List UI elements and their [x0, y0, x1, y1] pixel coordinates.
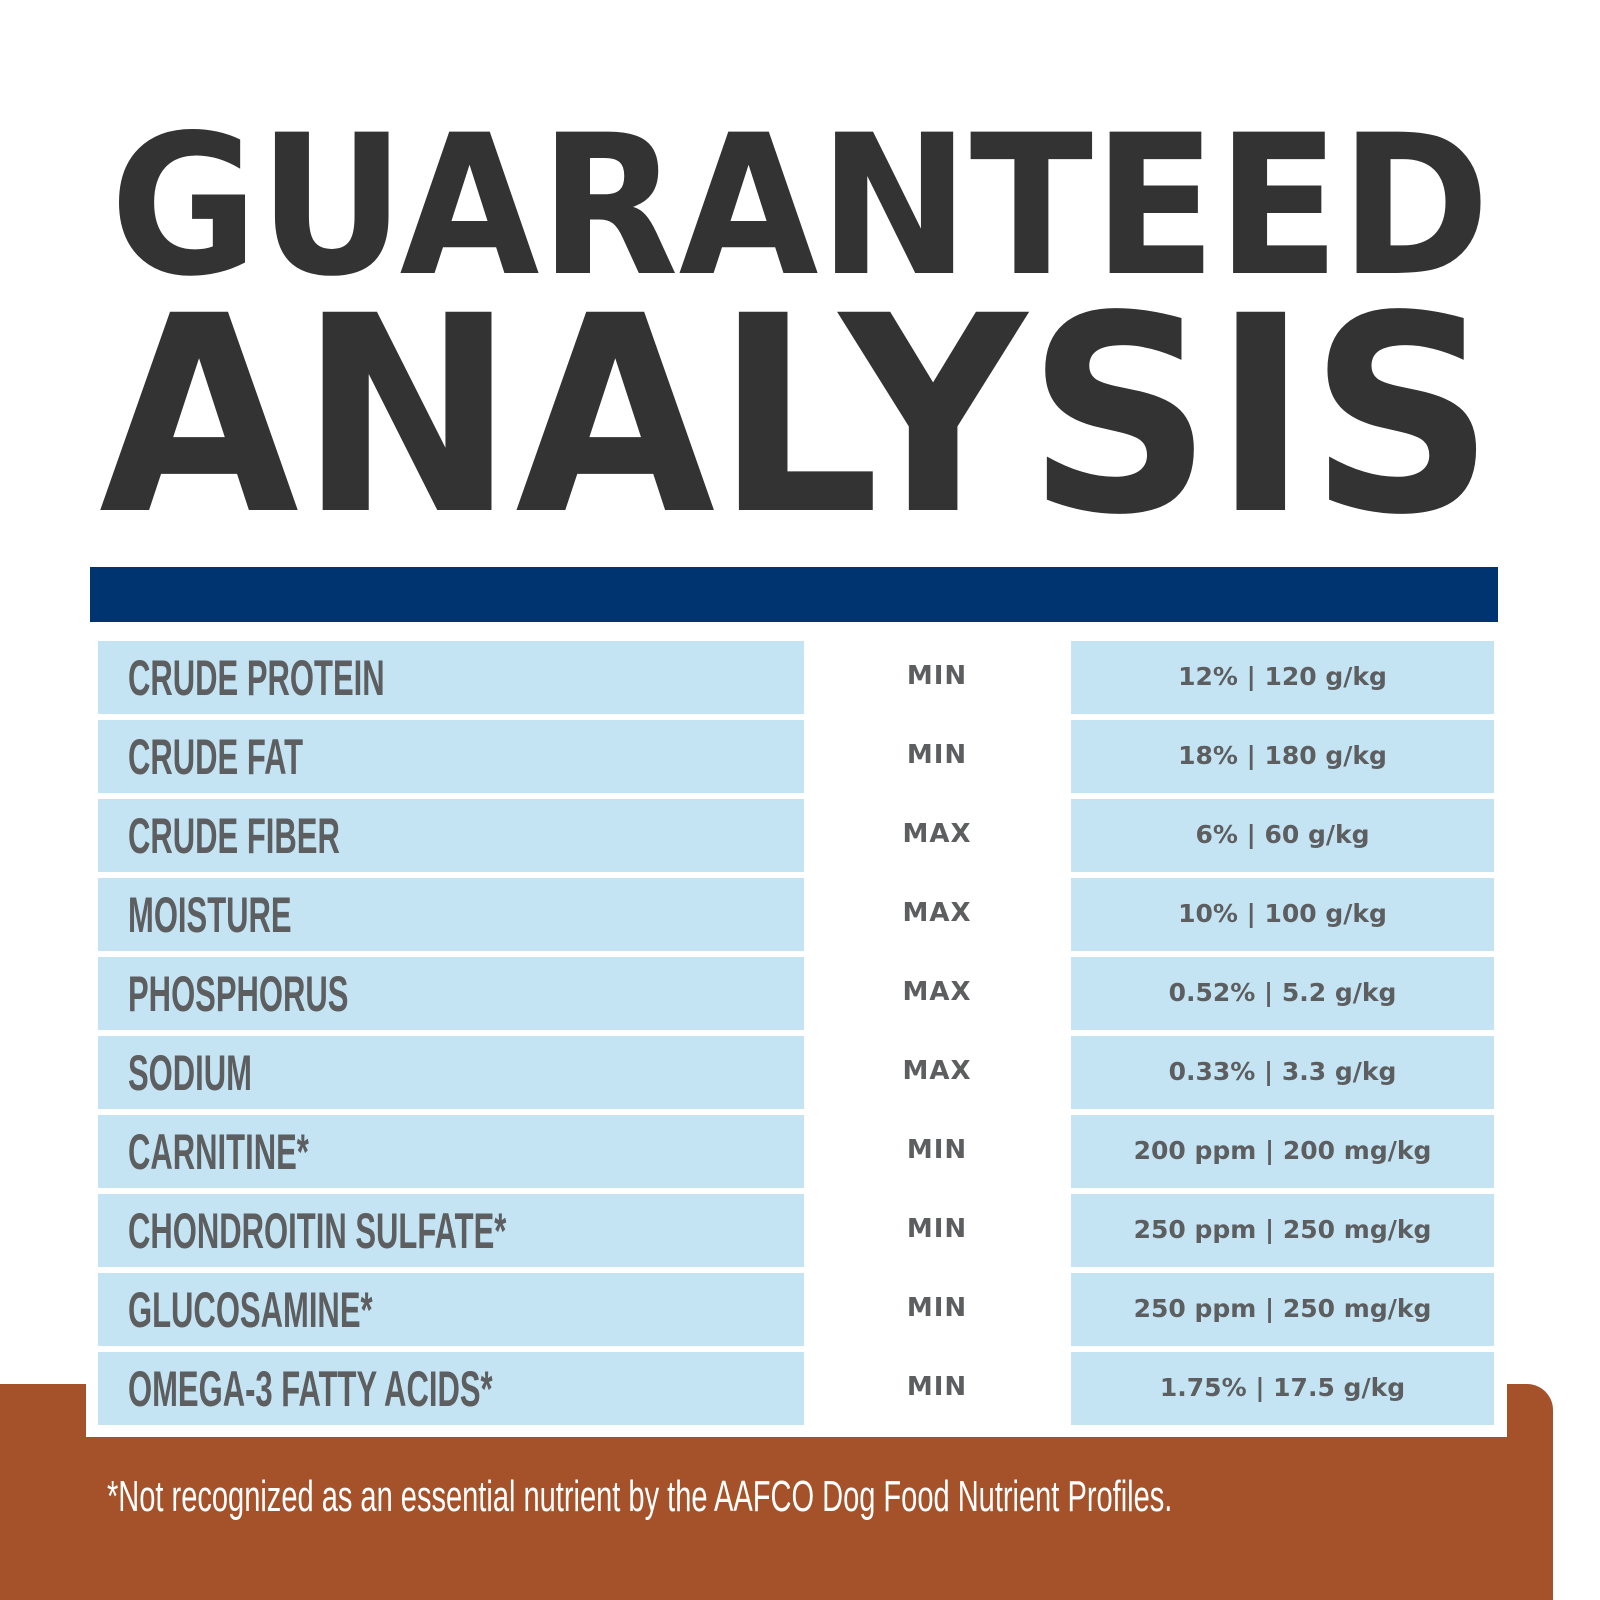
table-row: MOISTURE MAX 10% | 100 g/kg — [0, 878, 1600, 951]
nutrient-label: CRUDE PROTEIN — [128, 650, 385, 706]
nutrient-label: SODIUM — [128, 1045, 252, 1101]
nutrient-cell: MOISTURE — [98, 878, 804, 951]
nutrient-cell: CRUDE FAT — [98, 720, 804, 793]
table-row: SODIUM MAX 0.33% | 3.3 g/kg — [0, 1036, 1600, 1109]
table-row: CARNITINE* MIN 200 ppm | 200 mg/kg — [0, 1115, 1600, 1188]
min-max-label: MIN — [906, 740, 968, 770]
nutrient-value: 10% | 100 g/kg — [1178, 899, 1387, 928]
nutrient-label: MOISTURE — [128, 887, 292, 943]
nutrient-value: 12% | 120 g/kg — [1178, 662, 1387, 691]
value-cell: 12% | 120 g/kg — [1071, 641, 1494, 714]
value-cell: 10% | 100 g/kg — [1071, 878, 1494, 951]
table-row: GLUCOSAMINE* MIN 250 ppm | 250 mg/kg — [0, 1273, 1600, 1346]
nutrient-label: CHONDROITIN SULFATE* — [128, 1203, 507, 1259]
min-max-label: MAX — [902, 898, 972, 928]
nutrient-value: 0.33% | 3.3 g/kg — [1168, 1057, 1397, 1086]
min-max-label: MAX — [902, 819, 972, 849]
nutrient-value: 200 ppm | 200 mg/kg — [1133, 1136, 1432, 1165]
table-row: CRUDE PROTEIN MIN 12% | 120 g/kg — [0, 641, 1600, 714]
nutrient-value: 6% | 60 g/kg — [1195, 820, 1370, 849]
nutrient-label: CRUDE FIBER — [128, 808, 340, 864]
value-cell: 1.75% | 17.5 g/kg — [1071, 1352, 1494, 1425]
table-row: CHONDROITIN SULFATE* MIN 250 ppm | 250 mg/… — [0, 1194, 1600, 1267]
nutrient-label: PHOSPHORUS — [128, 966, 349, 1022]
min-max-label: MAX — [902, 1056, 972, 1086]
value-cell: 200 ppm | 200 mg/kg — [1071, 1115, 1494, 1188]
nutrient-label: OMEGA-3 FATTY ACIDS* — [128, 1361, 493, 1417]
table-row: PHOSPHORUS MAX 0.52% | 5.2 g/kg — [0, 957, 1600, 1030]
value-cell: 0.52% | 5.2 g/kg — [1071, 957, 1494, 1030]
page-title: GUARANTEED ANALYSIS — [99, 93, 1495, 540]
table-row: OMEGA-3 FATTY ACIDS* MIN 1.75% | 17.5 g/kg — [0, 1352, 1600, 1425]
value-cell: 0.33% | 3.3 g/kg — [1071, 1036, 1494, 1109]
nutrient-cell: CRUDE PROTEIN — [98, 641, 804, 714]
title-line-2: ANALYSIS — [99, 259, 1495, 540]
min-max-label: MIN — [906, 661, 968, 691]
nutrient-cell: PHOSPHORUS — [98, 957, 804, 1030]
nutrient-cell: GLUCOSAMINE* — [98, 1273, 804, 1346]
nutrient-value: 250 ppm | 250 mg/kg — [1133, 1294, 1432, 1323]
min-max-label: MIN — [906, 1214, 968, 1244]
nutrient-cell: CHONDROITIN SULFATE* — [98, 1194, 804, 1267]
min-max-label: MAX — [902, 977, 972, 1007]
table-row: CRUDE FAT MIN 18% | 180 g/kg — [0, 720, 1600, 793]
nutrient-value: 1.75% | 17.5 g/kg — [1159, 1373, 1406, 1402]
value-cell: 6% | 60 g/kg — [1071, 799, 1494, 872]
nutrient-label: CRUDE FAT — [128, 729, 304, 785]
nutrient-cell: CARNITINE* — [98, 1115, 804, 1188]
nutrient-value: 18% | 180 g/kg — [1178, 741, 1387, 770]
min-max-label: MIN — [906, 1372, 968, 1402]
nutrient-cell: SODIUM — [98, 1036, 804, 1109]
table-row: CRUDE FIBER MAX 6% | 60 g/kg — [0, 799, 1600, 872]
min-max-label: MIN — [906, 1135, 968, 1165]
value-cell: 250 ppm | 250 mg/kg — [1071, 1273, 1494, 1346]
nutrient-label: GLUCOSAMINE* — [128, 1282, 373, 1338]
nutrient-cell: OMEGA-3 FATTY ACIDS* — [98, 1352, 804, 1425]
footnote: *Not recognized as an essential nutrient… — [107, 1472, 1173, 1521]
value-cell: 250 ppm | 250 mg/kg — [1071, 1194, 1494, 1267]
nutrient-value: 250 ppm | 250 mg/kg — [1133, 1215, 1432, 1244]
min-max-label: MIN — [906, 1293, 968, 1323]
nutrient-cell: CRUDE FIBER — [98, 799, 804, 872]
nutrient-value: 0.52% | 5.2 g/kg — [1168, 978, 1397, 1007]
value-cell: 18% | 180 g/kg — [1071, 720, 1494, 793]
header-bar — [90, 567, 1498, 622]
title-line-1: GUARANTEED — [110, 93, 1490, 319]
nutrient-label: CARNITINE* — [128, 1124, 309, 1180]
